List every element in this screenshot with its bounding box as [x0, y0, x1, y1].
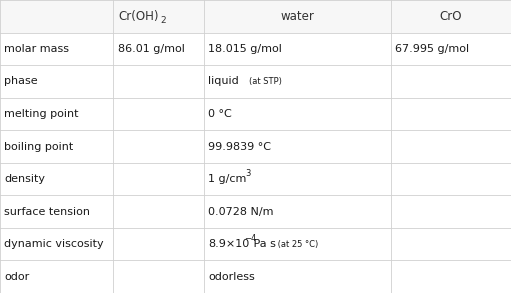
Text: surface tension: surface tension	[4, 207, 90, 217]
Text: 3: 3	[246, 169, 251, 178]
Text: 86.01 g/mol: 86.01 g/mol	[118, 44, 184, 54]
Text: 18.015 g/mol: 18.015 g/mol	[208, 44, 283, 54]
Text: 0.0728 N/m: 0.0728 N/m	[208, 207, 274, 217]
Text: −4: −4	[244, 234, 257, 243]
Text: odor: odor	[4, 272, 29, 282]
Text: phase: phase	[4, 76, 38, 86]
Text: density: density	[4, 174, 45, 184]
Text: liquid: liquid	[208, 76, 239, 86]
Text: CrO: CrO	[439, 10, 462, 23]
Text: molar mass: molar mass	[4, 44, 69, 54]
Text: (at STP): (at STP)	[249, 77, 282, 86]
Text: melting point: melting point	[4, 109, 79, 119]
Text: boiling point: boiling point	[4, 142, 74, 151]
Text: 99.9839 °C: 99.9839 °C	[208, 142, 271, 151]
Text: 8.9×10: 8.9×10	[208, 239, 250, 249]
Text: 67.995 g/mol: 67.995 g/mol	[395, 44, 469, 54]
Text: 1 g/cm: 1 g/cm	[208, 174, 247, 184]
Text: 2: 2	[160, 16, 166, 25]
Text: water: water	[281, 10, 315, 23]
Text: 0 °C: 0 °C	[208, 109, 232, 119]
Text: dynamic viscosity: dynamic viscosity	[4, 239, 104, 249]
Text: Pa s: Pa s	[250, 239, 276, 249]
Text: (at 25 °C): (at 25 °C)	[275, 240, 318, 249]
Text: odorless: odorless	[208, 272, 255, 282]
Text: Cr(OH): Cr(OH)	[119, 10, 159, 23]
Bar	[0, 0, 511, 33]
